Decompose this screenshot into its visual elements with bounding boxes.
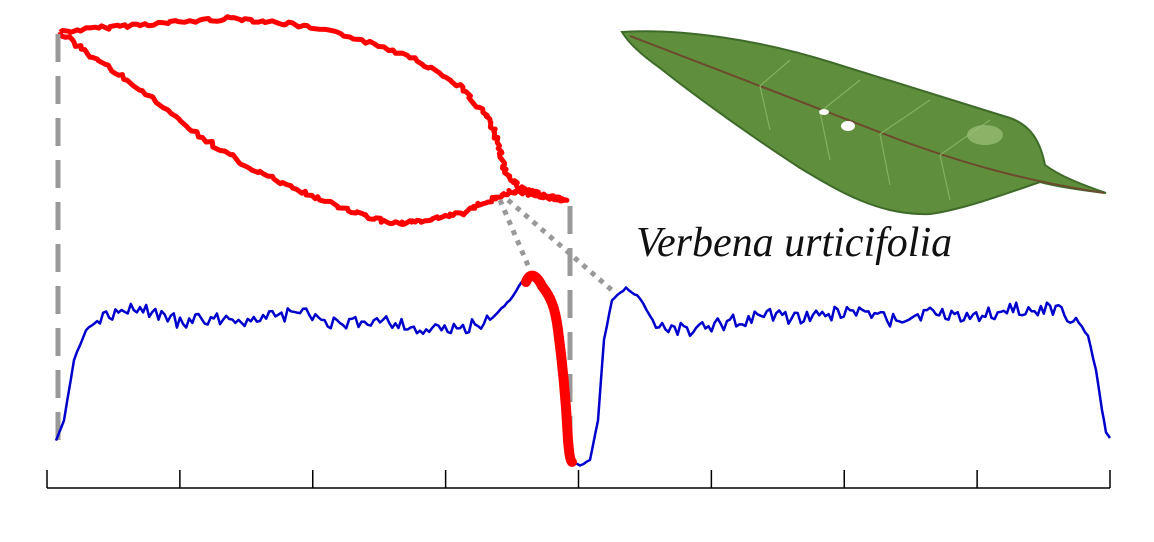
leaf-outline-trace bbox=[57, 14, 570, 227]
highlighted-signature-segment bbox=[521, 270, 577, 467]
leaf-blade bbox=[620, 30, 1107, 216]
dotted-connector-left bbox=[497, 199, 533, 271]
dotted-connector-right bbox=[506, 198, 616, 294]
leaf-highlight bbox=[967, 125, 1003, 145]
leaf-photo bbox=[620, 30, 1107, 216]
connector-lines bbox=[55, 34, 616, 462]
leaf-hole bbox=[819, 109, 829, 115]
species-name-label: Verbena urticifolia bbox=[636, 220, 953, 266]
x-axis bbox=[46, 470, 1111, 489]
leaf-vein bbox=[759, 59, 991, 201]
leaf-midrib bbox=[629, 35, 1105, 194]
contour-signature-curve bbox=[54, 274, 1112, 467]
leaf-hole bbox=[841, 121, 855, 131]
